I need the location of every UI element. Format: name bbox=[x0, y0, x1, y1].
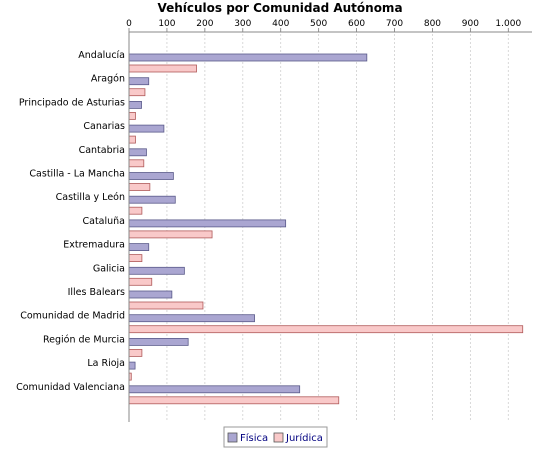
category-labels: Andalucía Aragón Principado de Asturias Can… bbox=[16, 50, 125, 393]
category-label: Cantabria bbox=[79, 145, 125, 156]
bar-extremadura-fisica bbox=[128, 243, 150, 252]
tick-label: 900 bbox=[462, 19, 479, 29]
category-label: La Rioja bbox=[87, 358, 125, 369]
chart-title: Vehículos por Comunidad Autónoma bbox=[157, 1, 402, 15]
category-label: Andalucía bbox=[78, 50, 125, 61]
category-label: Canarias bbox=[83, 121, 125, 132]
tick-label: 1.000 bbox=[495, 19, 521, 29]
category-label: Cataluña bbox=[82, 216, 125, 227]
gridlines bbox=[166, 34, 509, 422]
bar-extremadura-juridica bbox=[128, 254, 143, 263]
tick-label: 800 bbox=[424, 19, 441, 29]
bar-comunidad-de-madrid-fisica bbox=[128, 314, 255, 323]
category-label: Illes Balears bbox=[68, 287, 125, 298]
category-label: Castilla y León bbox=[56, 192, 125, 203]
tick-label: 100 bbox=[158, 19, 175, 29]
tick-label: 400 bbox=[272, 19, 289, 29]
category-label: Galicia bbox=[93, 263, 125, 274]
bar-principado-de-asturias-juridica bbox=[128, 112, 136, 120]
bar-cataluna-juridica bbox=[128, 230, 213, 239]
bar-canarias-juridica bbox=[128, 135, 136, 144]
bar-andalucia-juridica bbox=[128, 64, 197, 73]
bar-castilla-la-mancha-juridica bbox=[128, 183, 151, 191]
legend-swatch-fisica bbox=[227, 432, 238, 443]
legend: Física Jurídica bbox=[223, 426, 328, 448]
bar-cantabria-juridica bbox=[128, 159, 145, 168]
bar-comunidad-valenciana-juridica bbox=[128, 396, 340, 405]
tick-label: 300 bbox=[234, 19, 251, 29]
category-label: Extremadura bbox=[63, 240, 125, 251]
legend-swatch-juridica bbox=[273, 432, 284, 443]
legend-label-juridica: Jurídica bbox=[285, 432, 323, 444]
bar-andalucia-fisica bbox=[128, 53, 368, 62]
tick-label: 200 bbox=[196, 19, 213, 29]
bar-canarias-fisica bbox=[128, 124, 165, 133]
bar-aragon-juridica bbox=[128, 88, 146, 97]
bar-illes-balears-fisica bbox=[128, 290, 173, 299]
axes bbox=[128, 31, 532, 422]
bar-cataluna-fisica bbox=[128, 219, 287, 228]
bar-principado-de-asturias-fisica bbox=[128, 101, 142, 109]
bar-comunidad-valenciana-fisica bbox=[128, 385, 301, 394]
bar-illes-balears-juridica bbox=[128, 301, 204, 310]
tick-label: 0 bbox=[126, 19, 132, 29]
category-label: Región de Murcia bbox=[43, 334, 125, 345]
bar-comunidad-de-madrid-juridica bbox=[128, 325, 524, 334]
legend-label-fisica: Física bbox=[240, 432, 268, 444]
bar-galicia-juridica bbox=[128, 277, 153, 286]
bars bbox=[128, 53, 524, 405]
tick-label: 700 bbox=[386, 19, 403, 29]
bar-la-rioja-fisica bbox=[128, 361, 136, 370]
bar-cantabria-fisica bbox=[128, 148, 147, 157]
tick-label: 600 bbox=[348, 19, 365, 29]
category-label: Aragón bbox=[91, 74, 125, 85]
x-axis-ticks: 0 100 200 300 400 500 600 700 800 900 1.000 bbox=[126, 19, 521, 32]
category-label: Comunidad de Madrid bbox=[20, 311, 125, 322]
bar-castilla-la-mancha-fisica bbox=[128, 172, 174, 180]
bar-region-de-murcia-juridica bbox=[128, 348, 143, 357]
bar-castilla-y-leon-fisica bbox=[128, 195, 176, 204]
category-label: Comunidad Valenciana bbox=[16, 382, 125, 393]
bar-galicia-fisica bbox=[128, 266, 185, 275]
tick-label: 500 bbox=[310, 19, 327, 29]
bar-aragon-fisica bbox=[128, 77, 150, 86]
bar-region-de-murcia-fisica bbox=[128, 337, 189, 346]
category-label: Principado de Asturias bbox=[19, 97, 125, 108]
category-label: Castilla - La Mancha bbox=[29, 169, 125, 180]
bar-castilla-y-leon-juridica bbox=[128, 206, 143, 215]
